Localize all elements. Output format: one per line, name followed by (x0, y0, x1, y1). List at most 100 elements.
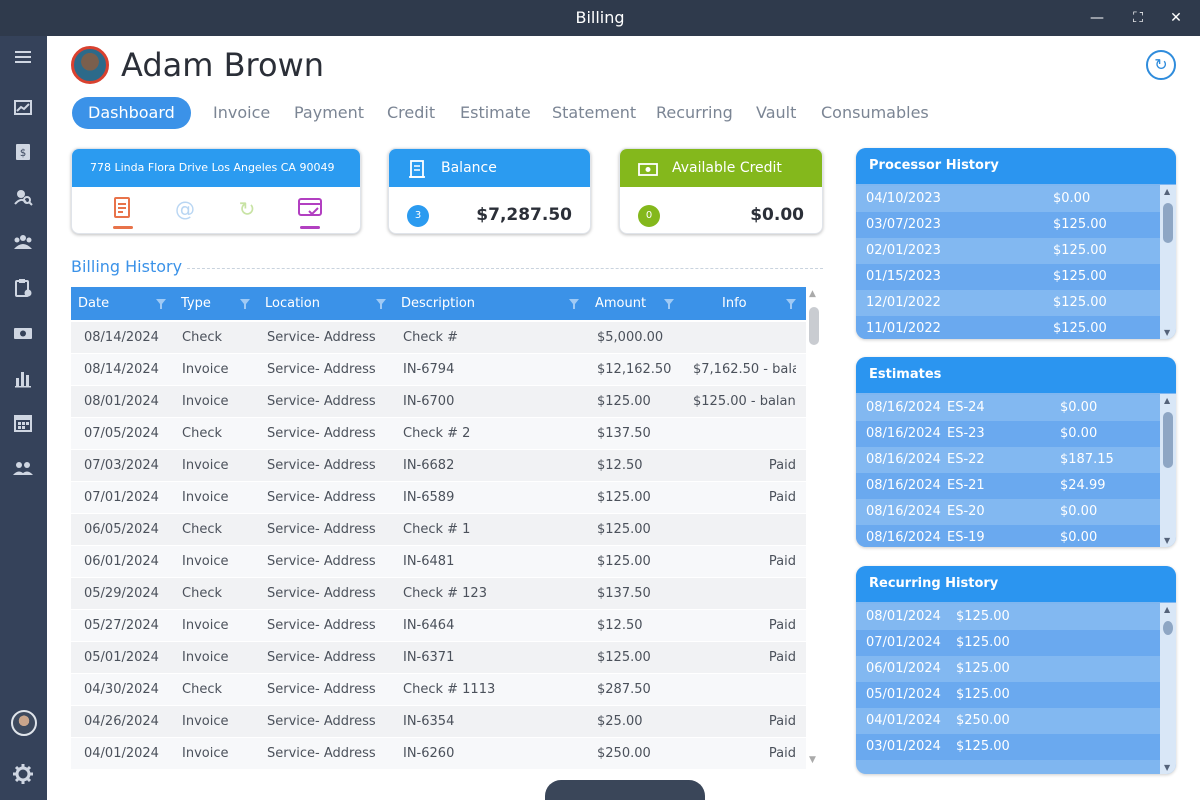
panel-scrollbar[interactable]: ▲ ▼ (1160, 394, 1176, 547)
estimate-cell: $0.00 (1060, 530, 1098, 545)
table-cell-info: $7,162.50 - balance (693, 362, 796, 377)
processor-history-row[interactable]: 04/10/2023 $0.00 (856, 186, 1160, 212)
tab-invoice[interactable]: Invoice (213, 103, 271, 122)
table-row[interactable]: 05/29/2024 Check Service- Address Check # 1… (71, 578, 806, 610)
recurring-history-row[interactable]: 03/01/2024 $125.00 (856, 734, 1160, 760)
estimate-row[interactable]: 08/16/2024 ES-21 $24.99 (856, 473, 1160, 499)
scrollbar-thumb[interactable] (1163, 412, 1173, 468)
column-header-location[interactable]: Location (265, 296, 320, 311)
close-button[interactable]: ✕ (1170, 10, 1182, 26)
column-header-type[interactable]: Type (181, 296, 211, 311)
table-row[interactable]: 08/14/2024 Invoice Service- Address IN-6794… (71, 354, 806, 386)
team-icon[interactable] (12, 457, 34, 479)
tab-statement[interactable]: Statement (552, 103, 637, 122)
tab-vault[interactable]: Vault (756, 103, 797, 122)
table-row[interactable]: 05/01/2024 Invoice Service- Address IN-6371… (71, 642, 806, 674)
panel-scrollbar[interactable]: ▲ ▼ (1160, 185, 1176, 339)
column-header-description[interactable]: Description (401, 296, 476, 311)
tab-estimate[interactable]: Estimate (460, 103, 531, 122)
table-cell-location: Service- Address (267, 330, 376, 345)
processor-history-row[interactable]: 03/07/2023 $125.00 (856, 212, 1160, 238)
processor-history-cell: 03/07/2023 (866, 217, 941, 232)
table-row[interactable]: 07/05/2024 Check Service- Address Check # 2… (71, 418, 806, 450)
table-row[interactable]: 08/14/2024 Check Service- Address Check # $5… (71, 322, 806, 354)
tab-consumables[interactable]: Consumables (821, 103, 929, 122)
recurring-history-row[interactable]: 05/01/2024 $125.00 (856, 682, 1160, 708)
processor-history-row[interactable]: 02/01/2023 $125.00 (856, 238, 1160, 264)
estimate-row[interactable]: 08/16/2024 ES-22 $187.15 (856, 447, 1160, 473)
email-icon[interactable]: @ (172, 195, 198, 223)
invoice-doc-icon[interactable] (110, 195, 136, 229)
tab-recurring[interactable]: Recurring (656, 103, 733, 122)
customers-icon[interactable] (12, 231, 34, 253)
table-row[interactable]: 08/01/2024 Invoice Service- Address IN-6700… (71, 386, 806, 418)
table-scrollbar[interactable]: ▲ ▼ (806, 287, 822, 769)
scroll-up-icon[interactable]: ▲ (809, 289, 816, 299)
estimate-row[interactable]: 08/16/2024 ES-24 $0.00 (856, 395, 1160, 421)
filter-icon[interactable] (376, 298, 386, 309)
filter-icon[interactable] (156, 298, 166, 309)
estimate-row[interactable]: 08/16/2024 ES-23 $0.00 (856, 421, 1160, 447)
panel-scrollbar[interactable]: ▲ ▼ (1160, 603, 1176, 774)
avatar[interactable] (11, 710, 37, 736)
maximize-button[interactable]: ⛶ (1133, 10, 1143, 26)
table-cell-description: IN-6682 (403, 458, 455, 473)
scroll-down-icon[interactable]: ▼ (1164, 328, 1171, 337)
recurring-history-row[interactable]: 06/01/2024 $125.00 (856, 656, 1160, 682)
table-row[interactable]: 04/26/2024 Invoice Service- Address IN-6354… (71, 706, 806, 738)
processor-history-row[interactable]: 01/15/2023 $125.00 (856, 264, 1160, 290)
estimate-row[interactable]: 08/16/2024 ES-20 $0.00 (856, 499, 1160, 525)
tab-credit[interactable]: Credit (387, 103, 436, 122)
billing-icon[interactable]: $ (12, 141, 34, 163)
table-row[interactable]: 07/03/2024 Invoice Service- Address IN-6682… (71, 450, 806, 482)
scrollbar-thumb[interactable] (809, 307, 819, 345)
filter-icon[interactable] (786, 298, 796, 309)
processor-history-title: Processor History (856, 148, 1176, 184)
filter-icon[interactable] (664, 298, 674, 309)
search-user-icon[interactable] (12, 186, 34, 208)
scroll-down-icon[interactable]: ▼ (1164, 763, 1171, 772)
scrollbar-thumb[interactable] (1163, 621, 1173, 635)
scroll-down-icon[interactable]: ▼ (1164, 536, 1171, 545)
table-row[interactable]: 04/01/2024 Invoice Service- Address IN-6260… (71, 738, 806, 769)
column-header-info[interactable]: Info (722, 296, 747, 311)
column-header-amount[interactable]: Amount (595, 296, 647, 311)
table-row[interactable]: 06/01/2024 Invoice Service- Address IN-6481… (71, 546, 806, 578)
table-row[interactable]: 07/01/2024 Invoice Service- Address IN-6589… (71, 482, 806, 514)
table-row[interactable]: 05/27/2024 Invoice Service- Address IN-6464… (71, 610, 806, 642)
cash-icon[interactable] (12, 322, 34, 344)
recurring-history-row[interactable]: 04/01/2024 $250.00 (856, 708, 1160, 734)
tab-dashboard[interactable]: Dashboard (72, 97, 191, 129)
estimate-cell: ES-20 (947, 504, 985, 519)
autopay-sync-icon[interactable]: ↻ (234, 195, 260, 223)
scroll-down-icon[interactable]: ▼ (809, 755, 816, 765)
scroll-up-icon[interactable]: ▲ (1164, 396, 1171, 405)
gear-icon[interactable] (12, 763, 34, 785)
balance-card[interactable]: Balance 3 $7,287.50 (388, 148, 591, 234)
recurring-history-row[interactable]: 07/01/2024 $125.00 (856, 630, 1160, 656)
table-body: 08/14/2024 Check Service- Address Check # $5… (71, 322, 806, 769)
chart-line-icon[interactable] (12, 96, 34, 118)
processor-history-row[interactable]: 11/01/2022 $125.00 (856, 316, 1160, 339)
menu-icon[interactable] (12, 46, 34, 68)
bar-chart-icon[interactable] (12, 367, 34, 389)
table-row[interactable]: 06/05/2024 Check Service- Address Check # 1… (71, 514, 806, 546)
estimate-row[interactable]: 08/16/2024 ES-19 $0.00 (856, 525, 1160, 547)
clipboard-settings-icon[interactable] (12, 277, 34, 299)
available-credit-card[interactable]: Available Credit 0 $0.00 (619, 148, 823, 234)
bottom-drawer-handle[interactable] (545, 780, 705, 800)
filter-icon[interactable] (240, 298, 250, 309)
column-header-date[interactable]: Date (78, 296, 110, 311)
scrollbar-thumb[interactable] (1163, 203, 1173, 243)
table-row[interactable]: 04/30/2024 Check Service- Address Check # 1… (71, 674, 806, 706)
recurring-history-row[interactable]: 08/01/2024 $125.00 (856, 604, 1160, 630)
processor-history-row[interactable]: 12/01/2022 $125.00 (856, 290, 1160, 316)
scroll-up-icon[interactable]: ▲ (1164, 187, 1171, 196)
tab-payment[interactable]: Payment (294, 103, 365, 122)
sync-billing-button[interactable]: ↻ (1146, 50, 1176, 80)
filter-icon[interactable] (569, 298, 579, 309)
payment-card-check-icon[interactable] (297, 195, 323, 229)
scroll-up-icon[interactable]: ▲ (1164, 605, 1171, 614)
minimize-button[interactable]: — (1090, 10, 1104, 26)
calendar-icon[interactable] (12, 412, 34, 434)
